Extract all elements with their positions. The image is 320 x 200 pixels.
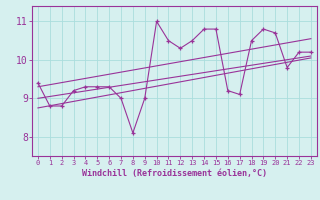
X-axis label: Windchill (Refroidissement éolien,°C): Windchill (Refroidissement éolien,°C)	[82, 169, 267, 178]
